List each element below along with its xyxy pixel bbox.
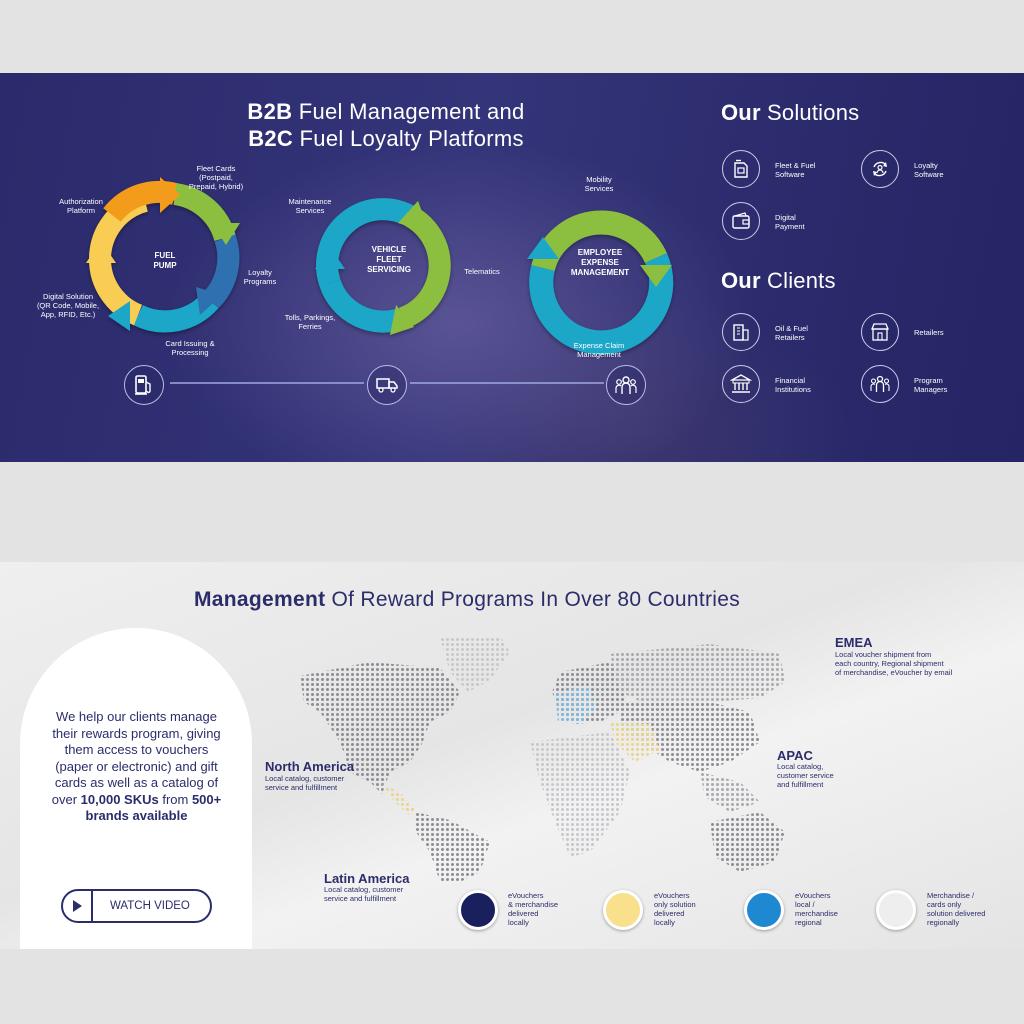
legend-text-yellow: eVouchers only solution delivered locall… — [654, 891, 696, 927]
legend-text-navy: eVouchers & merchandise delivered locall… — [508, 891, 559, 927]
watch-video-button[interactable]: WATCH VIDEO — [61, 889, 212, 923]
people-group-icon — [870, 375, 890, 392]
financial-institutions-item[interactable] — [722, 365, 760, 403]
solution-label-fleet: Fleet & Fuel Software — [775, 161, 816, 179]
wallet-icon — [732, 212, 750, 229]
world-title-bold: Management — [194, 588, 326, 611]
digital-payment-item[interactable] — [722, 202, 760, 240]
label-card-issuing: Card Issuing & Processing — [165, 339, 215, 357]
program-managers-item[interactable] — [861, 365, 899, 403]
label-expense-claim: Expense Claim Management — [573, 341, 625, 359]
play-icon-wrap — [63, 891, 93, 921]
title-line1: Fuel Management and — [298, 99, 525, 124]
clients-heading-bold: Our — [721, 268, 761, 293]
clients-heading: Our Clients — [721, 268, 836, 294]
building-icon — [733, 324, 749, 341]
retailers-item[interactable] — [861, 313, 899, 351]
clients-heading-rest: Clients — [767, 268, 836, 293]
client-label-program-managers: Program Managers — [914, 376, 948, 394]
banner-title: B2B Fuel Management and B2C Fuel Loyalty… — [200, 98, 572, 152]
group-people-icon — [615, 376, 637, 394]
world-title-rest: Of Reward Programs In Over 80 Countries — [331, 588, 741, 611]
solution-label-loyalty: Loyalty Software — [914, 161, 944, 179]
employee-expense-cycle — [527, 210, 674, 355]
truck-node — [367, 365, 407, 405]
fuel-pump-node — [124, 365, 164, 405]
loyalty-cycle-icon — [873, 161, 887, 177]
region-emea-name: EMEA — [835, 635, 873, 650]
bank-icon — [730, 374, 752, 393]
people-node — [606, 365, 646, 405]
region-apac-name: APAC — [777, 748, 813, 763]
reward-programs-section: Management Of Reward Programs In Over 80… — [0, 562, 1024, 949]
delivery-truck-icon — [376, 378, 398, 393]
intro-panel — [20, 628, 252, 949]
intro-text-pre: We help our clients manage their rewards… — [51, 709, 221, 807]
label-authorization-platform: Authorization Platform — [59, 197, 103, 215]
intro-text-mid: from — [158, 791, 192, 807]
title-b2c: B2C — [248, 126, 294, 151]
intro-text-brands: 500+ brands available — [85, 791, 222, 824]
legend-dot-white — [876, 890, 916, 930]
label-digital-solution: Digital Solution (QR Code, Mobile, App, … — [36, 292, 100, 319]
world-map — [300, 636, 785, 882]
title-line2: Fuel Loyalty Platforms — [299, 126, 524, 151]
region-north-america-name: North America — [265, 759, 355, 774]
legend-dot-navy — [458, 890, 498, 930]
label-maintenance-services: Maintenance Services — [288, 197, 332, 215]
storefront-icon — [871, 323, 889, 341]
solutions-heading: Our Solutions — [721, 100, 859, 126]
watch-video-label: WATCH VIDEO — [110, 900, 190, 912]
client-label-oil: Oil & Fuel Retailers — [775, 324, 808, 342]
intro-text: We help our clients manage their rewards… — [50, 709, 223, 825]
loyalty-software-item[interactable] — [861, 150, 899, 188]
solutions-heading-rest: Solutions — [767, 100, 860, 125]
title-b2b: B2B — [247, 99, 293, 124]
intro-text-skus: 10,000 SKUs — [80, 791, 159, 807]
world-title: Management Of Reward Programs In Over 80… — [194, 588, 740, 612]
legend-text-blue: eVouchers local / merchandise regional — [795, 891, 838, 927]
region-latin-america-text: Local catalog, customer service and fulf… — [324, 885, 404, 903]
region-latin-america-name: Latin America — [324, 871, 410, 886]
legend-dot-yellow — [603, 890, 643, 930]
fuel-pump-icon — [135, 375, 151, 395]
client-label-retailers: Retailers — [914, 328, 944, 337]
cycle-diagrams — [86, 177, 674, 384]
label-fleet-cards: Fleet Cards (Postpaid, Prepaid, Hybrid) — [188, 164, 244, 191]
region-apac-text: Local catalog, customer service and fulf… — [777, 762, 834, 789]
label-telematics: Telematics — [464, 267, 500, 276]
region-north-america-text: Local catalog, customer service and fulf… — [265, 774, 345, 792]
client-label-financial: Financial Institutions — [775, 376, 811, 394]
fuel-platforms-banner: B2B Fuel Management and B2C Fuel Loyalty… — [0, 73, 1024, 462]
fuel-can-icon — [734, 159, 748, 178]
play-icon — [73, 900, 82, 912]
solutions-heading-bold: Our — [721, 100, 761, 125]
label-loyalty-programs: Loyalty Programs — [243, 268, 277, 286]
vehicle-fleet-cycle — [315, 198, 451, 335]
label-tolls-parkings: Tolls, Parkings, Ferries — [284, 313, 336, 331]
oil-fuel-retailers-item[interactable] — [722, 313, 760, 351]
cycle1-center: FUEL PUMP — [153, 251, 177, 270]
fuel-pump-cycle — [86, 177, 240, 333]
legend-dot-blue — [744, 890, 784, 930]
legend-text-white: Merchandise / cards only solution delive… — [927, 891, 986, 927]
cycle3-center: EMPLOYEE EXPENSE MANAGEMENT — [570, 248, 630, 277]
region-emea-text: Local voucher shipment from each country… — [835, 650, 953, 677]
fleet-software-item[interactable] — [722, 150, 760, 188]
solution-label-payment: Digital Payment — [775, 213, 805, 231]
label-mobility-services: Mobility Services — [584, 175, 614, 193]
cycle2-center: VEHICLE FLEET SERVICING — [367, 245, 411, 274]
